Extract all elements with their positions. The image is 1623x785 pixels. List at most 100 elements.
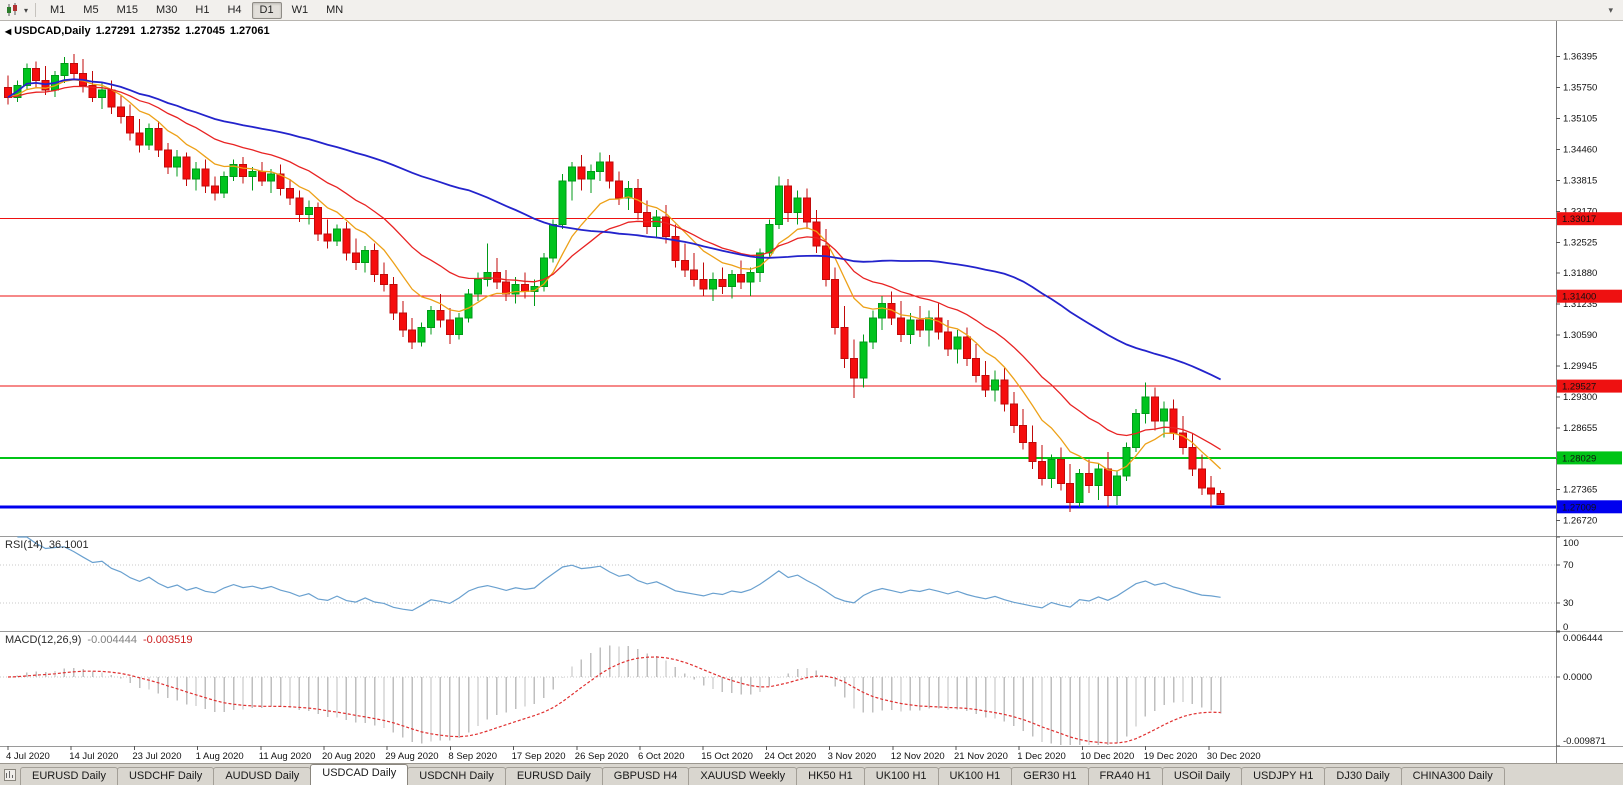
horizontal-line-objects[interactable] — [0, 218, 1556, 509]
svg-text:0.006444: 0.006444 — [1563, 633, 1603, 644]
svg-text:1.31400: 1.31400 — [1562, 292, 1596, 303]
svg-text:1.31880: 1.31880 — [1563, 268, 1597, 279]
svg-text:1.29945: 1.29945 — [1563, 361, 1597, 372]
chart-tab-usdcnh-daily[interactable]: USDCNH Daily — [407, 767, 506, 785]
timeframe-button-m1[interactable]: M1 — [50, 3, 66, 16]
chart-tabs: EURUSD Daily USDCHF Daily AUDUSD Daily USDC… — [20, 764, 1505, 785]
chart-tab-uk100-h1[interactable]: UK100 H1 — [863, 767, 939, 785]
chart-tab-eurusd-daily[interactable]: EURUSD Daily — [504, 767, 603, 785]
macd-signal-line — [7, 656, 1221, 744]
toolbar-overflow-icon[interactable]: ▾ — [1608, 4, 1613, 15]
timeframe-button-mn[interactable]: MN — [326, 3, 344, 16]
svg-text:1.32525: 1.32525 — [1563, 237, 1597, 248]
candlestick-chart-icon — [7, 3, 17, 16]
rsi-line — [17, 536, 1221, 612]
svg-text:1.35750: 1.35750 — [1563, 83, 1597, 94]
svg-text:1.29527: 1.29527 — [1562, 382, 1596, 393]
timeframe-button-m15[interactable]: M15 — [116, 3, 138, 16]
chart-tab-usdjpy-h1[interactable]: USDJPY H1 — [1241, 767, 1326, 785]
svg-text:19 Dec 2020: 19 Dec 2020 — [1144, 751, 1198, 762]
chart-tab-usoil-daily[interactable]: USOil Daily — [1161, 767, 1243, 785]
price-tag-1.27009: 1.27009 — [1557, 500, 1622, 514]
timeframe-button-m5[interactable]: M5 — [83, 3, 99, 16]
svg-text:23 Jul 2020: 23 Jul 2020 — [132, 751, 181, 762]
svg-text:1.28029: 1.28029 — [1562, 453, 1596, 464]
chart-tab-hk50-h1[interactable]: HK50 H1 — [796, 767, 865, 785]
chart-tab-fra40-h1[interactable]: FRA40 H1 — [1087, 767, 1163, 785]
timeframe-button-h1[interactable]: H1 — [195, 3, 210, 16]
chart-tab-bar: EURUSD Daily USDCHF Daily AUDUSD Daily USDC… — [0, 763, 1623, 785]
chart-tab-china300-daily[interactable]: CHINA300 Daily — [1400, 767, 1505, 785]
svg-text:1.36395: 1.36395 — [1563, 52, 1597, 63]
svg-text:30 Dec 2020: 30 Dec 2020 — [1207, 751, 1261, 762]
svg-text:1.35105: 1.35105 — [1563, 114, 1597, 125]
svg-text:21 Nov 2020: 21 Nov 2020 — [954, 751, 1008, 762]
svg-text:1.33017: 1.33017 — [1562, 214, 1596, 225]
chart-tab-eurusd-daily[interactable]: EURUSD Daily — [20, 767, 118, 785]
chart-tab-usdcad-daily[interactable]: USDCAD Daily — [310, 764, 409, 785]
price-tag-1.28029: 1.28029 — [1557, 451, 1622, 465]
svg-text:4 Jul 2020: 4 Jul 2020 — [6, 751, 50, 762]
svg-text:1 Aug 2020: 1 Aug 2020 — [196, 751, 244, 762]
ma-fast-line — [7, 79, 1222, 472]
svg-text:1.33170: 1.33170 — [1563, 206, 1597, 217]
chart-tab-ger30-h1[interactable]: GER30 H1 — [1011, 767, 1089, 785]
toolbar-separator — [35, 3, 37, 17]
rsi-panel: 100 70 30 0 — [0, 536, 1579, 633]
svg-text:15 Oct 2020: 15 Oct 2020 — [701, 751, 753, 762]
candles-layer — [4, 54, 1225, 513]
svg-text:1.34460: 1.34460 — [1563, 145, 1597, 156]
chart-type-caret-icon[interactable]: ▾ — [24, 5, 29, 15]
svg-text:1.27009: 1.27009 — [1562, 502, 1596, 513]
one-click-trading-arrow[interactable]: ◀ — [5, 27, 12, 36]
svg-text:70: 70 — [1563, 560, 1574, 571]
price-tag-1.33017: 1.33017 — [1557, 212, 1622, 226]
timeframe-button-d1[interactable]: D1 — [251, 1, 282, 19]
timeframe-button-w1[interactable]: W1 — [291, 3, 309, 16]
macd-panel: 0.006444 0.0000 -0.009871 — [0, 631, 1606, 747]
svg-text:1.31235: 1.31235 — [1563, 299, 1597, 310]
svg-text:29 Aug 2020: 29 Aug 2020 — [385, 751, 438, 762]
svg-text:14 Jul 2020: 14 Jul 2020 — [69, 751, 118, 762]
svg-text:1 Dec 2020: 1 Dec 2020 — [1017, 751, 1066, 762]
charts-list-icon[interactable] — [2, 767, 18, 783]
chart-tab-uk100-h1[interactable]: UK100 H1 — [937, 767, 1013, 785]
svg-text:1.26720: 1.26720 — [1563, 516, 1597, 527]
svg-text:3 Nov 2020: 3 Nov 2020 — [828, 751, 877, 762]
svg-text:6 Oct 2020: 6 Oct 2020 — [638, 751, 684, 762]
chart-tab-xauusd-weekly[interactable]: XAUUSD Weekly — [688, 767, 798, 785]
svg-text:-0.009871: -0.009871 — [1563, 736, 1606, 747]
svg-text:0.0000: 0.0000 — [1563, 672, 1592, 683]
svg-text:17 Sep 2020: 17 Sep 2020 — [512, 751, 566, 762]
chart-tab-gbpusd-h4[interactable]: GBPUSD H4 — [601, 767, 690, 785]
svg-text:26 Sep 2020: 26 Sep 2020 — [575, 751, 629, 762]
svg-text:12 Nov 2020: 12 Nov 2020 — [891, 751, 945, 762]
svg-text:20 Aug 2020: 20 Aug 2020 — [322, 751, 375, 762]
timeframe-button-m30[interactable]: M30 — [155, 3, 178, 16]
ma-medium-line — [7, 85, 1221, 451]
ma-slow-line — [7, 78, 1221, 381]
svg-text:1.29300: 1.29300 — [1563, 392, 1597, 403]
svg-text:100: 100 — [1563, 538, 1579, 549]
svg-text:0: 0 — [1563, 622, 1568, 633]
chart-tab-audusd-daily[interactable]: AUDUSD Daily — [213, 767, 312, 785]
svg-text:24 Oct 2020: 24 Oct 2020 — [764, 751, 816, 762]
svg-text:1.27365: 1.27365 — [1563, 485, 1597, 496]
price-tag-1.31400: 1.31400 — [1557, 289, 1622, 303]
svg-text:10 Dec 2020: 10 Dec 2020 — [1080, 751, 1134, 762]
svg-text:1.28655: 1.28655 — [1563, 423, 1597, 434]
chart-tab-dj30-daily[interactable]: DJ30 Daily — [1324, 767, 1402, 785]
chart-tab-usdchf-daily[interactable]: USDCHF Daily — [116, 767, 215, 785]
svg-text:30: 30 — [1563, 598, 1574, 609]
timeframe-buttons: M1 M5 M15 M30 H1 H4 D1 W1 MN — [41, 1, 352, 19]
timeframe-button-h4[interactable]: H4 — [227, 3, 242, 16]
chart-area: 1.36395 1.35750 1.35105 1.34460 1.33815 1.331… — [0, 21, 1623, 763]
chart-type-icon[interactable] — [4, 2, 24, 18]
panel-separators[interactable] — [0, 21, 1623, 763]
price-chart-canvas[interactable]: 1.36395 1.35750 1.35105 1.34460 1.33815 1.331… — [0, 21, 1623, 763]
svg-text:8 Sep 2020: 8 Sep 2020 — [448, 751, 497, 762]
timeframe-toolbar: ▾ M1 M5 M15 M30 H1 H4 D1 W1 MN ▾ — [0, 0, 1623, 21]
price-tag-1.29527: 1.29527 — [1557, 379, 1622, 393]
svg-text:1.33815: 1.33815 — [1563, 175, 1597, 186]
